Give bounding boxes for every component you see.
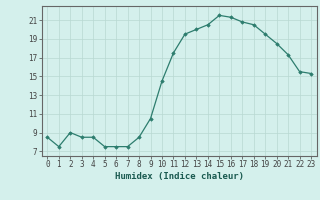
X-axis label: Humidex (Indice chaleur): Humidex (Indice chaleur) [115, 172, 244, 181]
